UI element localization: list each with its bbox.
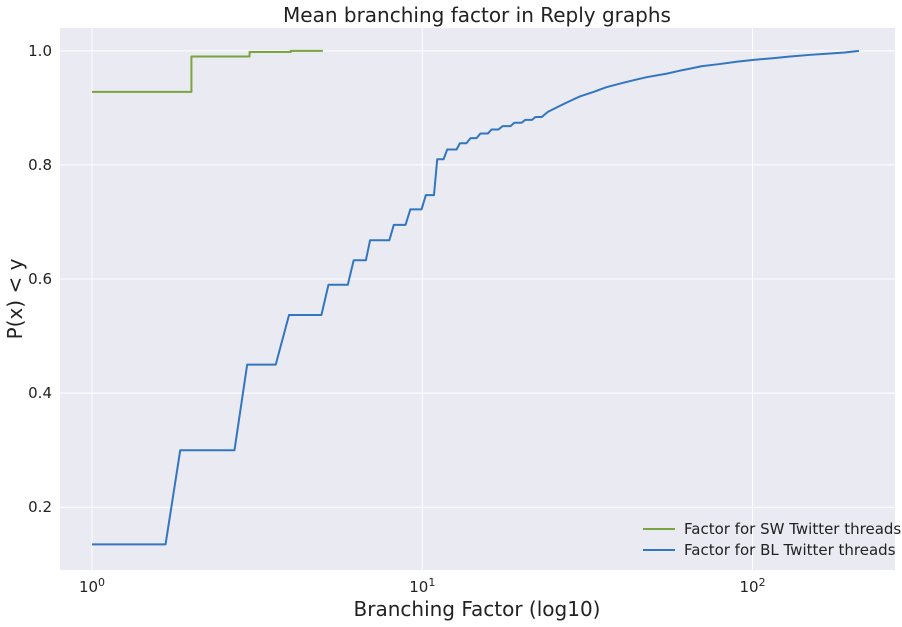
x-tick-label: 100 xyxy=(79,576,105,596)
y-tick-label: 0.6 xyxy=(28,270,52,288)
legend: Factor for SW Twitter threads Factor for… xyxy=(643,520,901,559)
series-line-sw xyxy=(92,49,323,93)
x-tick-label: 101 xyxy=(409,576,435,596)
grid xyxy=(60,28,895,570)
x-axis-label: Branching Factor (log10) xyxy=(354,597,601,621)
y-axis-ticks: 0.2 0.4 0.6 0.8 1.0 xyxy=(28,42,52,516)
y-tick-label: 0.8 xyxy=(28,156,52,174)
series-line-bl xyxy=(92,49,860,546)
y-tick-label: 0.4 xyxy=(28,384,52,402)
y-axis-label: P(x) < y xyxy=(3,258,27,339)
x-tick-label: 102 xyxy=(739,576,765,596)
x-axis-ticks: 100 101 102 xyxy=(79,576,766,596)
legend-label-bl: Factor for BL Twitter threads xyxy=(684,541,896,559)
y-tick-label: 0.2 xyxy=(28,498,52,516)
y-tick-label: 1.0 xyxy=(28,42,52,60)
chart-title: Mean branching factor in Reply graphs xyxy=(283,3,671,27)
legend-label-sw: Factor for SW Twitter threads xyxy=(684,520,901,538)
series-layer xyxy=(92,49,860,546)
plot-background xyxy=(60,28,895,570)
